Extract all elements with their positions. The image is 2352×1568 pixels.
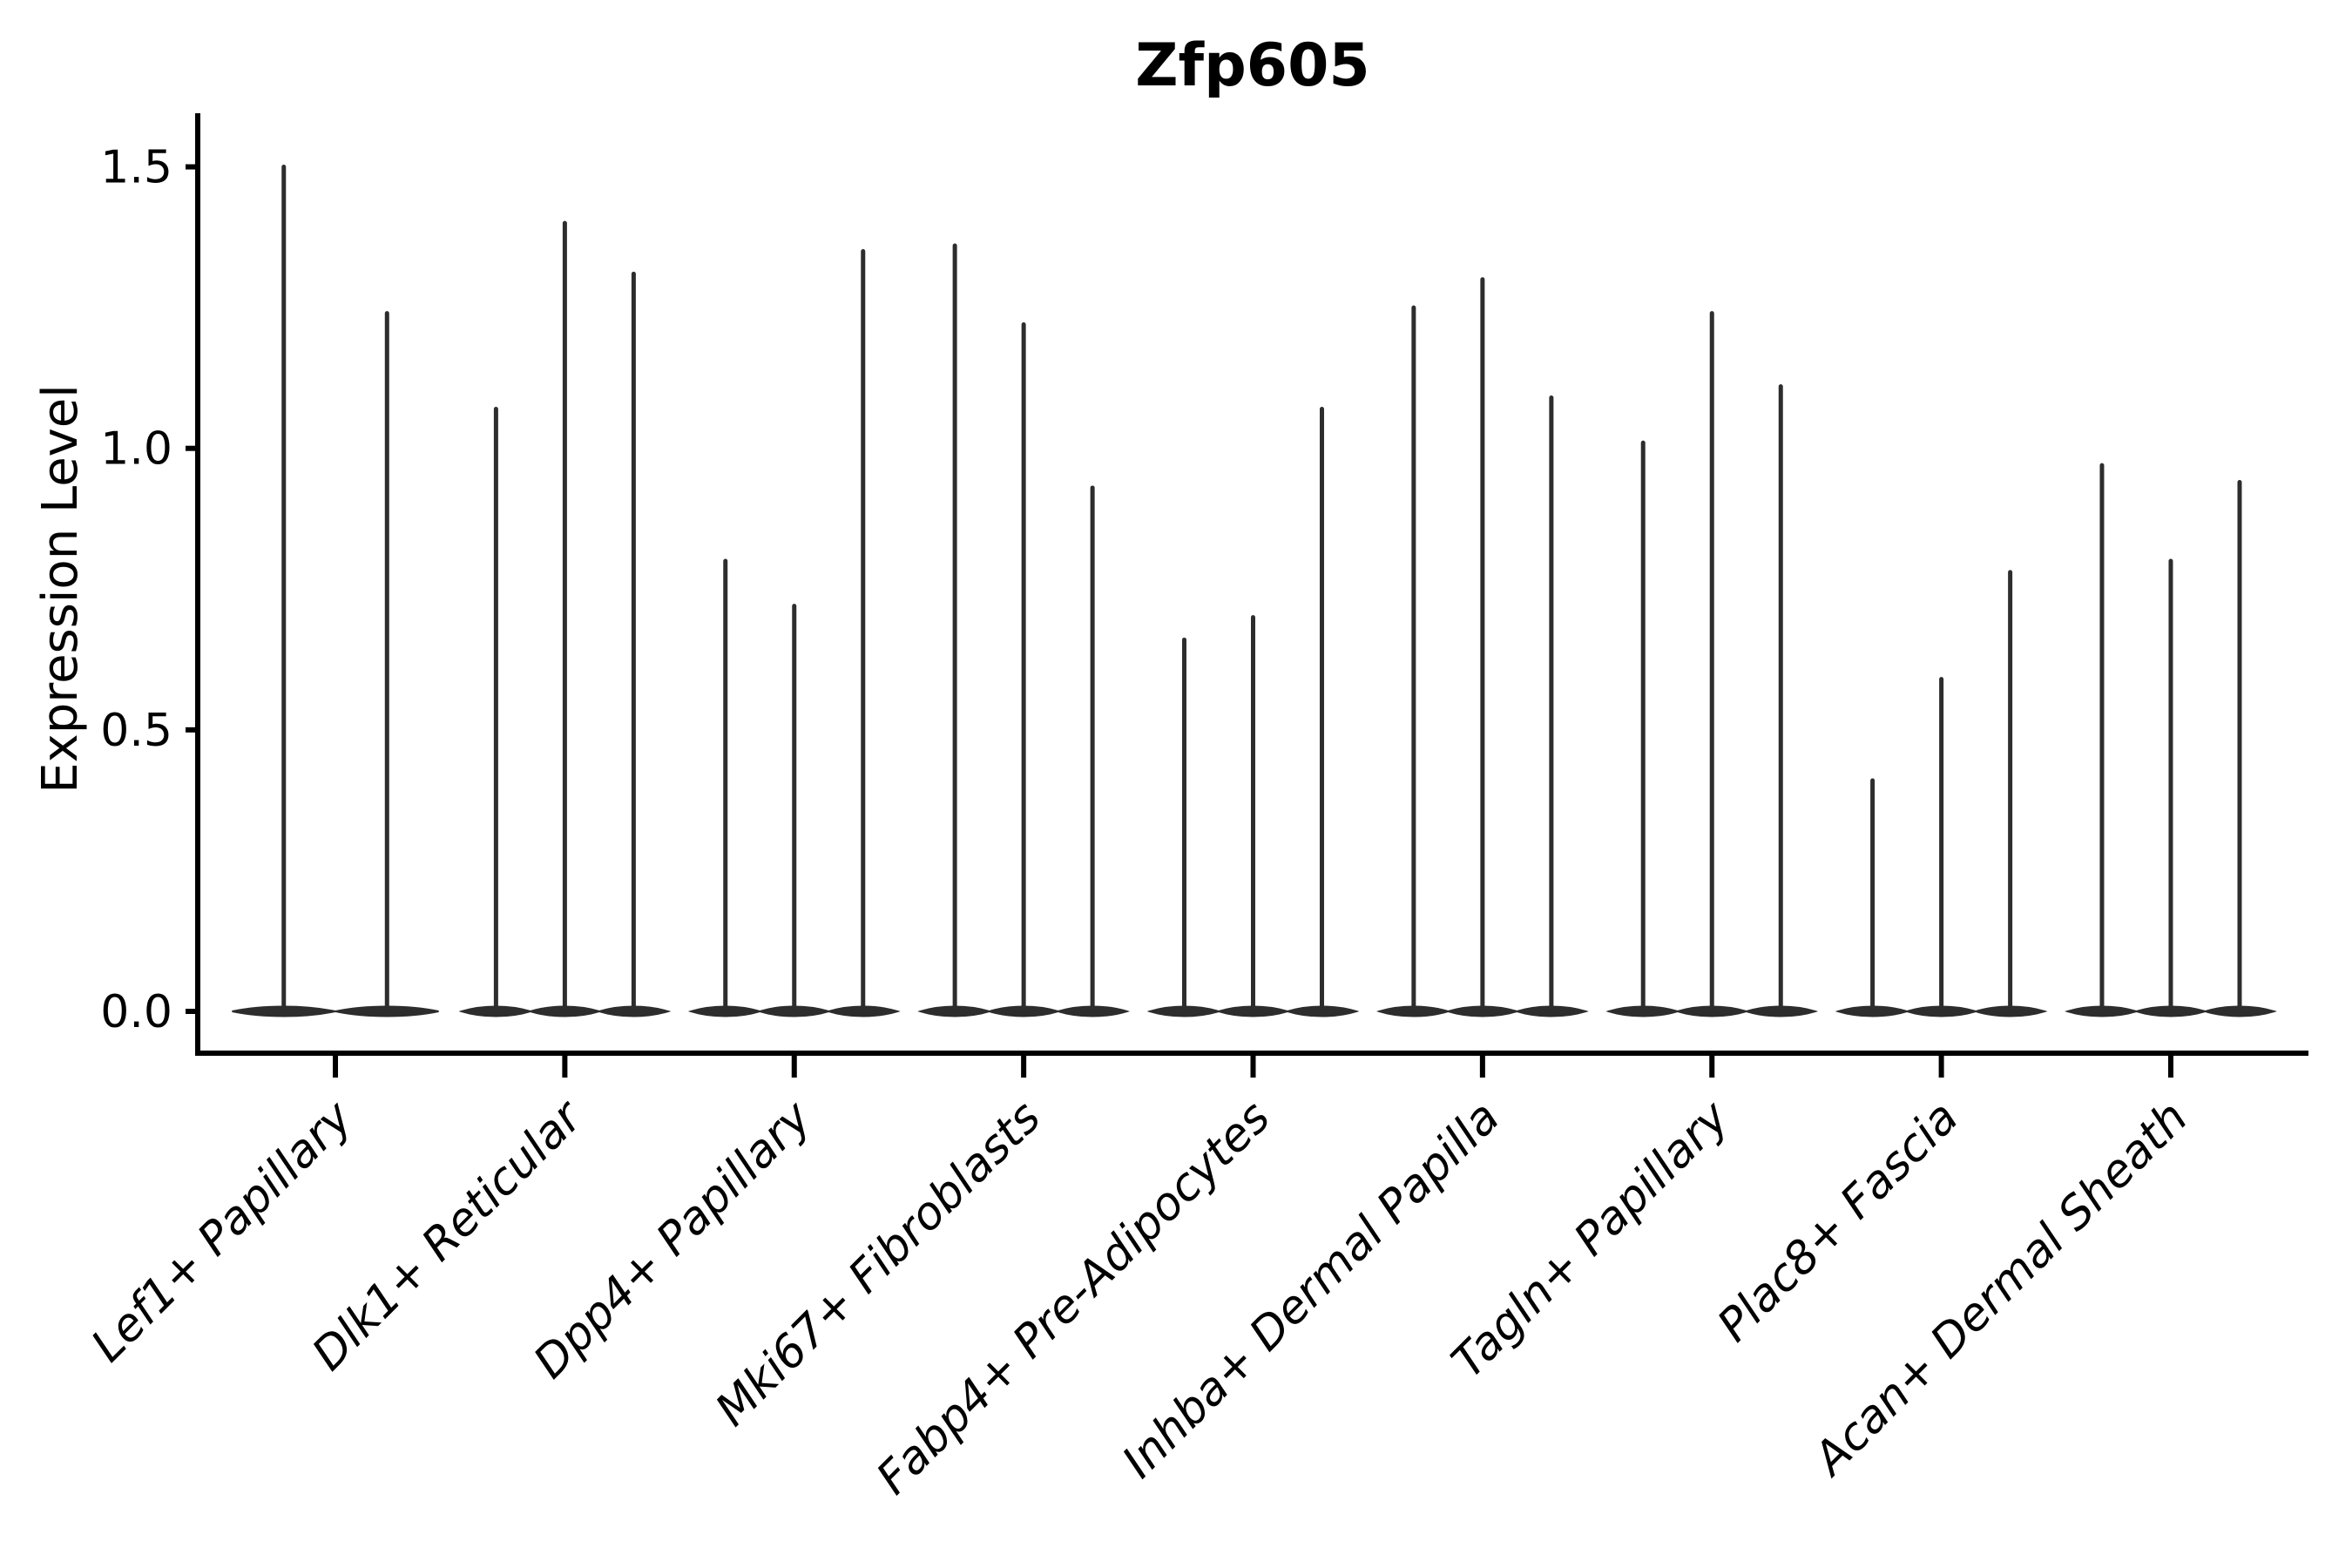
y-tick-label: 1.5 xyxy=(100,142,172,194)
violin-group xyxy=(1375,277,1589,1017)
violin-group xyxy=(232,165,439,1017)
x-tick-label: Plac8+ Fascia xyxy=(1708,1092,1969,1352)
violin-series-layer xyxy=(232,165,2277,1017)
violin-group xyxy=(1146,406,1360,1017)
violin-group xyxy=(458,220,672,1017)
y-tick-label: 1.0 xyxy=(100,423,172,476)
chart-title: Zfp605 xyxy=(1135,31,1370,100)
violin-group xyxy=(2065,463,2277,1017)
x-tick-label: Inhba+ Dermal Papilla xyxy=(1112,1092,1510,1489)
x-tick-label: Fabp4+ Pre-Adipocytes xyxy=(867,1092,1281,1505)
violin-group xyxy=(1835,570,2048,1017)
y-tick-label: 0.0 xyxy=(100,986,172,1038)
violin-group xyxy=(687,248,901,1017)
y-tick-label: 0.5 xyxy=(100,705,172,757)
violin-group xyxy=(917,243,1131,1017)
x-tick-label: Acan+ Dermal Sheath xyxy=(1802,1092,2198,1487)
y-axis-label: Expression Level xyxy=(32,384,89,794)
violin-group xyxy=(1605,311,1819,1017)
